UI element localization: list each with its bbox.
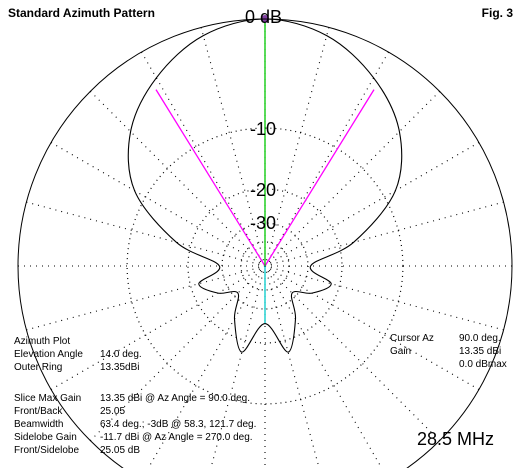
cursor-gain-label: Gain: [390, 346, 412, 357]
beamwidth-label: Beamwidth: [14, 419, 64, 430]
sidelobe-gain-label: Sidelobe Gain: [14, 432, 77, 443]
azimuth-plot-label: Azimuth Plot: [14, 336, 71, 347]
elevation-angle-value: 14.0 deg.: [100, 349, 142, 360]
beamwidth-line: [155, 89, 266, 267]
front-sidelobe-value: 25.05 dB: [100, 445, 141, 456]
grid-spoke: [141, 51, 266, 267]
pattern-layer: [127, 18, 403, 353]
grid-spoke: [26, 201, 266, 267]
indicator-lines: [155, 15, 375, 324]
sidelobe-gain-value: -11.7 dBi @ Az Angle = 270.0 deg.: [100, 432, 253, 443]
grid-spoke: [264, 201, 504, 267]
ring-label-minus20: -20: [250, 180, 277, 200]
slice-max-gain-value: 13.35 dBi @ Az Angle = 90.0 deg.: [100, 393, 250, 404]
grid-spoke: [264, 265, 320, 468]
grid-spoke: [89, 90, 266, 267]
elevation-angle-label: Elevation Angle: [14, 349, 83, 360]
slice-max-gain-label: Slice Max Gain: [14, 393, 82, 404]
grid-ring: [126, 127, 404, 405]
grid-spoke: [264, 265, 504, 331]
cursor-dbmax-value: 0.0 dBmax: [459, 359, 507, 370]
front-sidelobe-label: Front/Sidelobe: [14, 445, 80, 456]
figure-number: Fig. 3: [481, 6, 513, 20]
beamwidth-value: 63.4 deg.; -3dB @ 58.3, 121.7 deg.: [100, 419, 257, 430]
front-back-label: Front/Back: [14, 406, 63, 417]
grid-spoke: [264, 265, 480, 390]
ring-label-minus10: -10: [250, 119, 277, 139]
grid-spoke: [50, 265, 266, 390]
beamwidth-line: [264, 89, 375, 267]
front-back-value: 25.05: [100, 406, 126, 417]
grid-ring: [187, 188, 343, 344]
grid-spoke: [264, 265, 383, 468]
ring-label-minus30: -30: [250, 213, 277, 233]
pattern-curve: [127, 18, 403, 353]
cursor-gain-value: 13.35 dBi: [459, 346, 502, 357]
grid-spoke: [264, 90, 441, 267]
outer-ring-label: Outer Ring: [14, 362, 63, 373]
outer-ring-value: 13.35dBi: [100, 362, 140, 373]
grid-spoke: [26, 265, 266, 331]
grid-spoke: [264, 51, 389, 267]
cursor-az-value: 90.0 deg.: [459, 333, 501, 344]
cursor-az-label: Cursor Az: [390, 333, 434, 344]
grid-spoke: [264, 142, 480, 267]
chart-title: Standard Azimuth Pattern: [8, 6, 155, 20]
grid-spoke: [264, 265, 441, 442]
frequency-label: 28.5 MHz: [417, 429, 495, 449]
ring-label-0db: 0 dB: [245, 7, 283, 27]
grid-spoke: [50, 142, 266, 267]
